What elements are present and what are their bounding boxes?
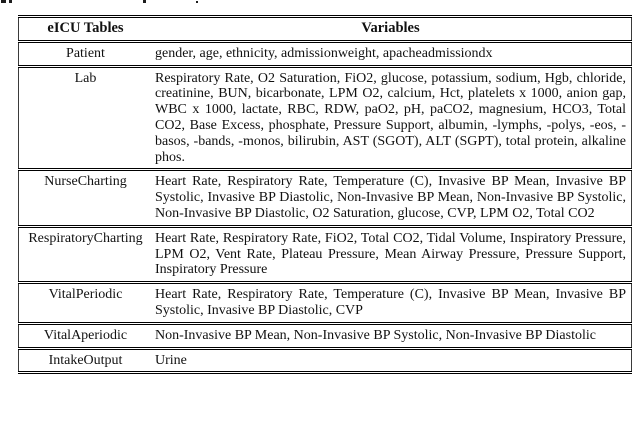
variables-cell: Urine xyxy=(155,352,187,368)
table-name-cell: Patient xyxy=(66,45,105,61)
column-header-eicu-tables: eICU Tables xyxy=(47,20,124,36)
table-row-nursecharting: NurseCharting Heart Rate, Respiratory Ra… xyxy=(18,171,632,225)
table-row-vitalaperiodic: VitalAperiodic Non-Invasive BP Mean, Non… xyxy=(18,324,632,347)
row-separator-rule xyxy=(18,39,632,43)
table-row-vitalperiodic: VitalPeriodic Heart Rate, Respiratory Ra… xyxy=(18,284,632,322)
variables-cell: gender, age, ethnicity, admissionweight,… xyxy=(155,45,493,61)
row-separator-rule xyxy=(18,168,632,172)
column-header-variables: Variables xyxy=(361,20,420,36)
variables-cell: Heart Rate, Respiratory Rate, FiO2, Tota… xyxy=(155,230,626,278)
table-top-rule xyxy=(18,15,632,18)
clipped-glyph-fragment xyxy=(196,1,198,3)
table-name-cell: VitalAperiodic xyxy=(43,327,128,343)
table-header-row: eICU Tables Variables xyxy=(18,18,632,40)
row-separator-rule xyxy=(18,346,632,350)
row-separator-rule xyxy=(18,281,632,285)
variables-cell: Heart Rate, Respiratory Rate, Temperatur… xyxy=(155,287,626,318)
table-name-cell: IntakeOutput xyxy=(48,352,123,368)
table-row-respiratorycharting: RespiratoryCharting Heart Rate, Respirat… xyxy=(18,227,632,282)
table-row-intakeoutput: IntakeOutput Urine xyxy=(18,349,632,372)
clipped-glyph-fragment xyxy=(9,0,12,3)
table-name-cell: VitalPeriodic xyxy=(48,287,123,303)
table-name-cell: NurseCharting xyxy=(44,174,127,190)
table-name-cell: Lab xyxy=(74,70,97,86)
clipped-glyph-fragment xyxy=(1,0,6,3)
table-bottom-rule xyxy=(18,371,632,375)
row-separator-rule xyxy=(18,224,632,228)
variables-cell: Respiratory Rate, O2 Saturation, FiO2, g… xyxy=(155,70,626,165)
eicu-variables-table: eICU Tables Variables Patient gender, ag… xyxy=(18,15,632,375)
table-row-patient: Patient gender, age, ethnicity, admissio… xyxy=(18,42,632,65)
variables-cell: Heart Rate, Respiratory Rate, Temperatur… xyxy=(155,174,626,221)
row-separator-rule xyxy=(18,321,632,325)
row-separator-rule xyxy=(18,64,632,68)
table-row-lab: Lab Respiratory Rate, O2 Saturation, FiO… xyxy=(18,67,632,169)
clipped-glyph-fragment xyxy=(143,0,146,3)
table-name-cell: RespiratoryCharting xyxy=(28,230,143,246)
variables-cell: Non-Invasive BP Mean, Non-Invasive BP Sy… xyxy=(155,327,596,343)
